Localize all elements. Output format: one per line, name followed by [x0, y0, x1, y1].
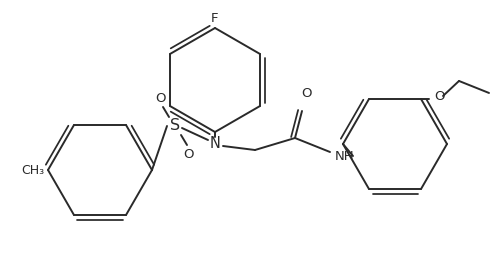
Text: S: S: [170, 118, 180, 133]
Text: NH: NH: [335, 150, 355, 162]
Text: N: N: [210, 136, 220, 152]
Text: CH₃: CH₃: [21, 164, 44, 176]
Text: O: O: [434, 90, 444, 104]
Text: F: F: [211, 12, 219, 25]
Text: O: O: [302, 87, 312, 100]
Text: O: O: [184, 147, 194, 161]
Text: O: O: [156, 92, 166, 104]
